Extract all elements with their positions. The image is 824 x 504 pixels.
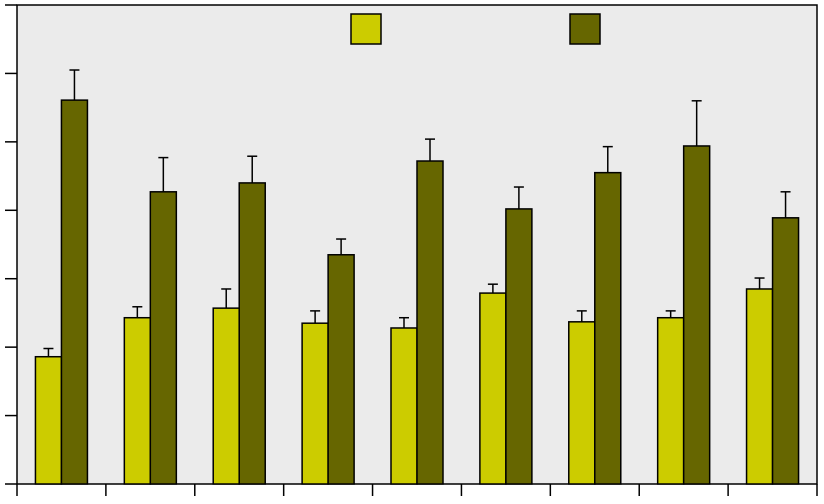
bar (656, 316, 685, 485)
bar (745, 288, 774, 485)
legend-swatch (569, 13, 601, 45)
bar (505, 208, 533, 485)
legend-swatch (350, 13, 382, 45)
bar (149, 191, 178, 485)
bar (682, 145, 711, 485)
bar (238, 182, 266, 485)
bar (479, 292, 507, 485)
bar (60, 99, 89, 485)
bar (327, 254, 355, 485)
bar (568, 321, 596, 485)
bar (301, 322, 329, 485)
bar (123, 316, 152, 485)
bar (212, 307, 240, 485)
bar (390, 327, 418, 485)
bar (771, 217, 800, 485)
bar (34, 355, 63, 485)
bar (416, 160, 444, 485)
bar (594, 171, 622, 485)
